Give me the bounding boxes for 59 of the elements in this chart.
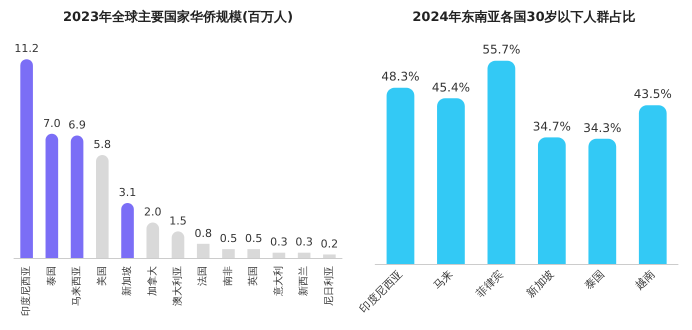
x-tick-label: 越南 xyxy=(632,267,658,292)
data-label: 6.9 xyxy=(68,118,86,132)
x-tick-label: 泰国 xyxy=(46,266,58,286)
data-label: 34.7% xyxy=(532,119,571,134)
data-label: 11.2 xyxy=(14,42,39,56)
bar xyxy=(46,134,58,258)
data-label: 0.5 xyxy=(220,232,238,246)
x-tick-label: 澳大利亚 xyxy=(172,266,184,306)
bar xyxy=(323,254,336,258)
data-label: 0.8 xyxy=(194,226,212,240)
x-tick-label: 泰国 xyxy=(582,267,607,292)
bar xyxy=(247,249,260,258)
data-label: 34.3% xyxy=(583,120,622,135)
bar xyxy=(437,98,465,264)
bar xyxy=(121,202,134,258)
bar xyxy=(588,138,616,264)
x-tick-label: 马来 xyxy=(430,267,456,292)
data-label: 43.5% xyxy=(634,87,672,102)
bar xyxy=(272,252,286,258)
data-label: 0.3 xyxy=(270,236,288,249)
bar xyxy=(70,136,84,258)
bar xyxy=(298,252,310,258)
x-tick-label: 印度尼西亚 xyxy=(356,267,406,316)
bar xyxy=(20,59,33,258)
bar xyxy=(638,105,667,264)
bar xyxy=(538,137,566,264)
x-tick-label: 英国 xyxy=(247,266,260,286)
x-tick-label: 新加坡 xyxy=(524,267,556,300)
data-label: 2.0 xyxy=(144,206,162,218)
bar xyxy=(96,155,109,258)
chart-title: 2024年东南亚各国30岁以下人群占比 xyxy=(412,9,636,25)
x-tick-label: 尼日利亚 xyxy=(322,266,335,306)
x-tick-label: 新加坡 xyxy=(121,266,134,296)
bar xyxy=(146,222,160,258)
data-label: 5.8 xyxy=(94,138,112,152)
x-tick-label: 南非 xyxy=(222,266,234,286)
bar xyxy=(196,244,210,258)
x-tick-label: 印度尼西亚 xyxy=(20,266,32,316)
x-tick-label: 马来西亚 xyxy=(70,266,83,306)
chart-title: 2023年全球主要国家华侨规模(百万人) xyxy=(62,9,294,25)
data-label: 1.5 xyxy=(169,214,187,228)
x-tick-label: 意大利 xyxy=(272,266,284,297)
data-label: 7.0 xyxy=(43,116,61,130)
data-label: 0.2 xyxy=(320,237,338,250)
bar xyxy=(172,231,184,258)
data-label: 45.4% xyxy=(432,80,470,94)
bar xyxy=(488,60,516,264)
data-label: 55.7% xyxy=(482,42,520,57)
data-label: 0.3 xyxy=(295,236,313,249)
bar xyxy=(386,88,414,264)
data-label: 3.1 xyxy=(118,186,136,199)
bar xyxy=(222,249,235,258)
x-tick-label: 菲律宾 xyxy=(473,267,506,300)
x-tick-label: 加拿大 xyxy=(146,266,158,296)
x-tick-label: 新西兰 xyxy=(298,266,310,296)
data-label: 48.3% xyxy=(381,70,420,84)
x-tick-label: 法国 xyxy=(196,266,209,286)
data-label: 0.5 xyxy=(244,232,262,246)
x-tick-label: 美国 xyxy=(96,266,108,286)
